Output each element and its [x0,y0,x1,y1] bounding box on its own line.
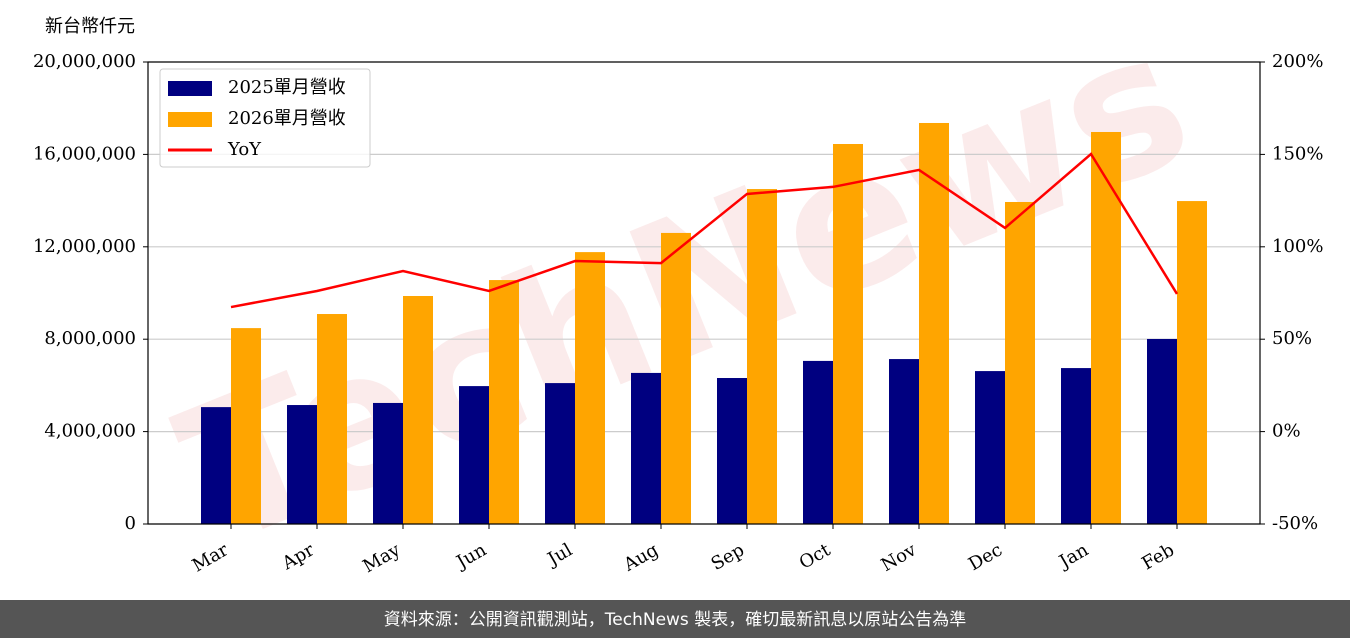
y2-tick-label: 200% [1272,51,1323,72]
bar [919,122,949,524]
x-tick-label: Aug [619,539,662,576]
bar [803,360,833,524]
bar [717,378,747,524]
bar [201,407,231,524]
footer-bar [0,600,1350,638]
x-tick-label: May [359,539,404,577]
y2-tick-label: 50% [1272,328,1312,349]
y-tick-label: 0 [125,513,136,534]
bar [889,359,919,524]
bar [489,280,519,524]
x-tick-label: Feb [1138,539,1178,574]
bar [631,372,661,524]
legend-swatch [168,112,212,127]
x-tick-label: Dec [965,539,1006,575]
bar [575,252,605,524]
y2-tick-label: -50% [1272,513,1318,534]
bar [1061,368,1091,524]
line [230,152,1179,309]
bar [403,296,433,524]
bar [747,189,777,525]
x-tick-label: Oct [796,539,835,574]
y2-tick-label: 0% [1272,421,1301,442]
bar [373,402,403,524]
bar [975,371,1005,524]
x-tick-label: Jun [451,539,490,574]
y-tick-label: 4,000,000 [44,421,136,442]
legend-label: 2025單月營收 [228,77,346,98]
bar [459,386,489,524]
legend-label: 2026單月營收 [228,108,346,129]
bar [1005,201,1035,524]
bar [1177,201,1207,524]
bar [1091,131,1121,525]
y2-tick-label: 100% [1272,236,1323,257]
y-tick-label: 12,000,000 [33,236,136,257]
legend-label: YoY [227,139,262,160]
y-tick-label: 20,000,000 [33,51,136,72]
bar [661,232,691,524]
x-tick-label: Jan [1054,539,1092,573]
y-tick-label: 16,000,000 [33,143,136,164]
bar [317,314,347,524]
bar [1147,338,1177,524]
y2-tick-label: 150% [1272,143,1323,164]
bar [545,383,575,524]
bar [287,405,317,524]
plot-frame [147,61,1261,525]
legend-box [159,68,371,168]
x-tick-label: Nov [878,539,921,576]
x-tick-label: Jul [542,539,576,571]
bar [231,328,261,524]
x-tick-label: Sep [708,539,748,574]
bar [833,144,863,524]
y-axis-label: 新台幣仟元 [45,16,135,37]
y-tick-label: 8,000,000 [44,328,136,349]
legend-swatch [168,81,212,96]
footer: 資料來源：公開資訊觀測站，TechNews 製表，確切最新訊息以原站公告為準 [384,610,966,630]
